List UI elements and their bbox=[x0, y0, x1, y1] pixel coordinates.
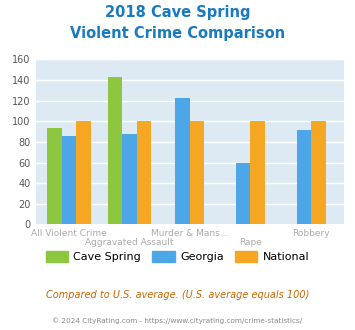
Bar bbox=[236, 162, 251, 224]
Text: © 2024 CityRating.com - https://www.cityrating.com/crime-statistics/: © 2024 CityRating.com - https://www.city… bbox=[53, 317, 302, 324]
Bar bbox=[122, 134, 137, 224]
Text: Compared to U.S. average. (U.S. average equals 100): Compared to U.S. average. (U.S. average … bbox=[46, 290, 309, 300]
Text: Violent Crime Comparison: Violent Crime Comparison bbox=[70, 26, 285, 41]
Bar bbox=[76, 121, 91, 224]
Bar bbox=[296, 129, 311, 224]
Bar bbox=[190, 121, 204, 224]
Bar bbox=[47, 128, 61, 224]
Bar bbox=[108, 77, 122, 224]
Bar bbox=[175, 98, 190, 224]
Legend: Cave Spring, Georgia, National: Cave Spring, Georgia, National bbox=[41, 247, 314, 267]
Bar bbox=[251, 121, 265, 224]
Bar bbox=[61, 136, 76, 224]
Text: 2018 Cave Spring: 2018 Cave Spring bbox=[105, 5, 250, 20]
Bar bbox=[311, 121, 326, 224]
Bar bbox=[137, 121, 151, 224]
